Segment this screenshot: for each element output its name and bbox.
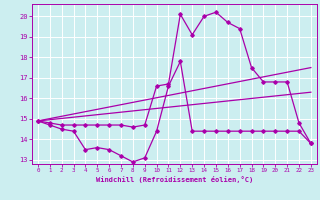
X-axis label: Windchill (Refroidissement éolien,°C): Windchill (Refroidissement éolien,°C) [96,176,253,183]
